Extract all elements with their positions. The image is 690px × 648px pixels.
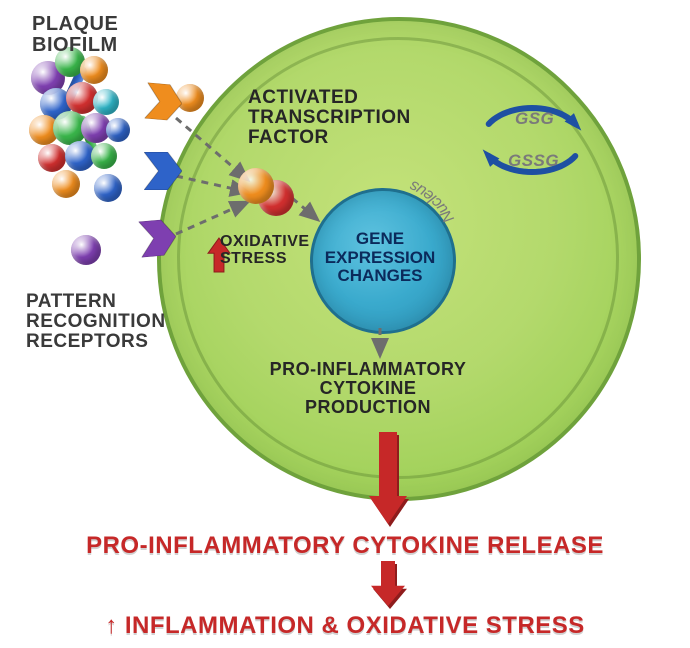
biofilm-ball <box>93 89 119 115</box>
diagram-stage: GENE EXPRESSION CHANGES Nucleus PLAQUE B… <box>0 0 690 648</box>
label-gssg: GSSG <box>508 152 559 170</box>
biofilm-ball <box>71 235 101 265</box>
label-gsg: GSG <box>515 110 554 128</box>
label-atf: ACTIVATED TRANSCRIPTION FACTOR <box>248 88 411 148</box>
receptor-icon <box>144 152 182 190</box>
biofilm-ball <box>80 56 108 84</box>
transcription-factor-disc <box>238 168 274 204</box>
receptor-icon <box>144 82 183 121</box>
outcome-line-1: PRO-INFLAMMATORY CYTOKINE RELEASE <box>0 532 690 560</box>
label-cytokine-production: PRO-INFLAMMATORY CYTOKINE PRODUCTION <box>248 360 488 417</box>
biofilm-ball <box>38 144 66 172</box>
outcome-line-2: ↑ INFLAMMATION & OXIDATIVE STRESS <box>0 612 690 640</box>
label-prr: PATTERN RECOGNITION RECEPTORS <box>26 292 166 352</box>
biofilm-ball <box>52 170 80 198</box>
biofilm-ball <box>106 118 130 142</box>
label-oxidative-stress: OXIDATIVE STRESS <box>220 234 310 268</box>
biofilm-ball <box>91 143 117 169</box>
label-plaque-biofilm: PLAQUE BIOFILM <box>32 14 118 56</box>
biofilm-ball <box>94 174 122 202</box>
receptor-icon <box>138 218 177 257</box>
